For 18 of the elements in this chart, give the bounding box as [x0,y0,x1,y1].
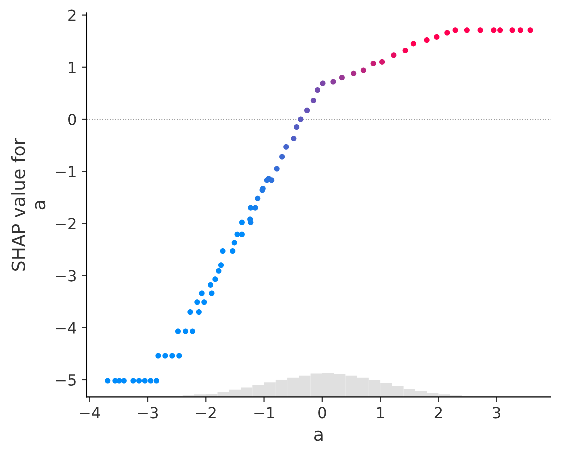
x-tick-label: 3 [493,407,500,419]
y-tick-label: 1 [69,62,76,74]
x-axis-title: a [314,430,323,442]
x-tick-label: −3 [138,407,158,419]
y-tick-label: −5 [56,374,76,386]
y-tick-label: 0 [68,114,76,126]
y-axis-title: SHAP value for a [11,138,46,271]
y-tick-label: 2 [68,10,76,22]
x-tick-label: −2 [196,407,216,419]
x-tick-label: −4 [80,407,100,419]
y-tick-label: −2 [56,218,76,230]
x-tick-label: 2 [434,407,442,419]
y-tick-label: −1 [56,166,76,178]
x-tick-label: −1 [254,407,274,419]
y-tick-label: −3 [56,270,76,282]
x-tick-label: 1 [377,407,384,419]
y-tick-label: −4 [56,322,76,334]
x-tick-label: 0 [318,407,326,419]
